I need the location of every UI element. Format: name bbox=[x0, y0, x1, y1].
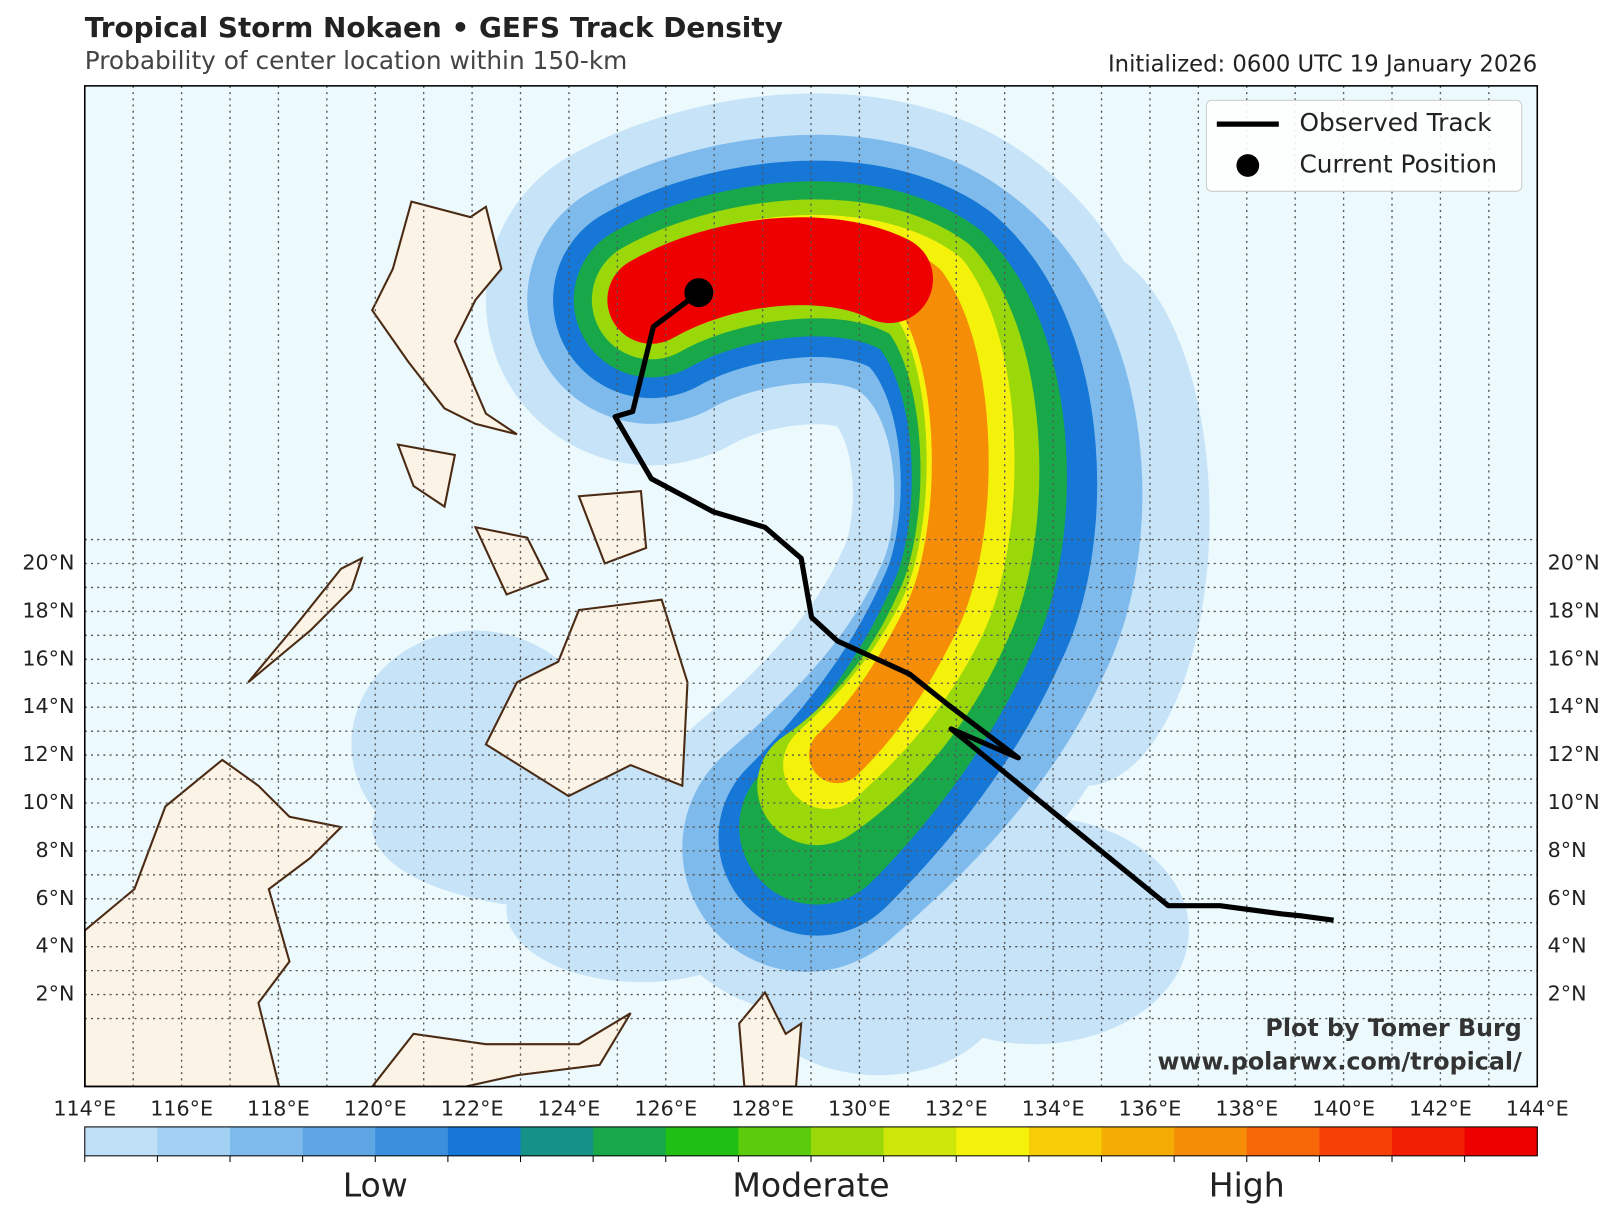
colorbar-bin bbox=[520, 1126, 594, 1156]
lon-label: 114°E bbox=[53, 1096, 116, 1120]
lat-label: 18°N bbox=[22, 598, 74, 622]
lat-label: 12°N bbox=[1548, 742, 1600, 766]
lon-label: 142°E bbox=[1409, 1096, 1472, 1120]
subtitle: Probability of center location within 15… bbox=[85, 46, 628, 75]
credit: www.polarwx.com/tropical/ bbox=[1157, 1047, 1522, 1075]
colorbar-bin bbox=[447, 1126, 522, 1156]
colorbar-bin bbox=[811, 1126, 885, 1156]
colorbar: Low Moderate High bbox=[84, 1126, 1538, 1204]
colorbar-bin bbox=[593, 1126, 667, 1156]
map-area bbox=[84, 85, 1538, 1087]
init-time: Initialized: 0600 UTC 19 January 2026 bbox=[1108, 52, 1537, 78]
colorbar-bin bbox=[230, 1126, 304, 1156]
lat-label: 20°N bbox=[22, 551, 74, 575]
lat-label: 14°N bbox=[1548, 694, 1600, 718]
lat-label: 2°N bbox=[35, 982, 74, 1006]
lat-label: 8°N bbox=[1548, 838, 1587, 862]
colorbar-frame bbox=[84, 1126, 1538, 1157]
colorbar-bin bbox=[1174, 1126, 1248, 1156]
lat-label: 4°N bbox=[1548, 934, 1587, 958]
lat-label: 18°N bbox=[1548, 598, 1600, 622]
lat-label: 10°N bbox=[1548, 790, 1600, 814]
colorbar-bin bbox=[1464, 1126, 1538, 1156]
legend-label: Current Position bbox=[1299, 149, 1497, 178]
legend-label: Observed Track bbox=[1299, 108, 1492, 137]
lon-label: 128°E bbox=[731, 1096, 794, 1120]
colorbar-bin bbox=[84, 1126, 158, 1156]
colorbar-bin bbox=[956, 1126, 1030, 1156]
land bbox=[84, 200, 803, 1087]
colorbar-bin bbox=[1101, 1126, 1175, 1156]
lon-label: 122°E bbox=[441, 1096, 504, 1120]
density-field bbox=[351, 93, 1210, 1076]
lat-label: 6°N bbox=[1548, 886, 1587, 910]
colorbar-bin bbox=[883, 1126, 957, 1156]
credit: Plot by Tomer Burg bbox=[1265, 1014, 1521, 1042]
lon-label: 124°E bbox=[538, 1096, 601, 1120]
colorbar-label: Low bbox=[343, 1165, 408, 1204]
map-frame bbox=[83, 85, 1539, 1088]
lon-label: 144°E bbox=[1506, 1096, 1569, 1120]
lat-label: 20°N bbox=[1548, 551, 1600, 575]
colorbar-bin bbox=[1392, 1126, 1466, 1156]
lat-label: 14°N bbox=[22, 694, 74, 718]
colorbar-bin bbox=[738, 1126, 812, 1156]
colorbar-bin bbox=[1246, 1126, 1320, 1156]
colorbar-label: Moderate bbox=[732, 1165, 889, 1204]
lon-label: 126°E bbox=[634, 1096, 697, 1120]
observed-track bbox=[612, 290, 1334, 923]
legend: Observed Track Current Position bbox=[1205, 99, 1523, 192]
lat-label: 6°N bbox=[35, 886, 74, 910]
lat-label: 10°N bbox=[22, 790, 74, 814]
lon-label: 130°E bbox=[828, 1096, 891, 1120]
colorbar-bin bbox=[1319, 1126, 1393, 1156]
lon-label: 120°E bbox=[344, 1096, 407, 1120]
colorbar-bin bbox=[1028, 1126, 1103, 1156]
lon-label: 118°E bbox=[247, 1096, 310, 1120]
current-position bbox=[684, 278, 714, 308]
lon-label: 140°E bbox=[1312, 1096, 1375, 1120]
colorbar-bin bbox=[302, 1126, 376, 1156]
colorbar-label: High bbox=[1209, 1165, 1285, 1204]
lat-label: 2°N bbox=[1548, 982, 1587, 1006]
colorbar-bin bbox=[375, 1126, 449, 1156]
lat-label: 16°N bbox=[1548, 646, 1600, 670]
lon-label: 138°E bbox=[1215, 1096, 1278, 1120]
lat-label: 8°N bbox=[35, 838, 74, 862]
colorbar-bin bbox=[665, 1126, 739, 1156]
lon-label: 134°E bbox=[1022, 1096, 1085, 1120]
lat-label: 4°N bbox=[35, 934, 74, 958]
lat-label: 12°N bbox=[22, 742, 74, 766]
lon-label: 132°E bbox=[925, 1096, 988, 1120]
colorbar-bin bbox=[157, 1126, 231, 1156]
lon-label: 136°E bbox=[1119, 1096, 1182, 1120]
lon-label: 116°E bbox=[150, 1096, 213, 1120]
title: Tropical Storm Nokaen • GEFS Track Densi… bbox=[85, 11, 783, 44]
lat-label: 16°N bbox=[22, 646, 74, 670]
